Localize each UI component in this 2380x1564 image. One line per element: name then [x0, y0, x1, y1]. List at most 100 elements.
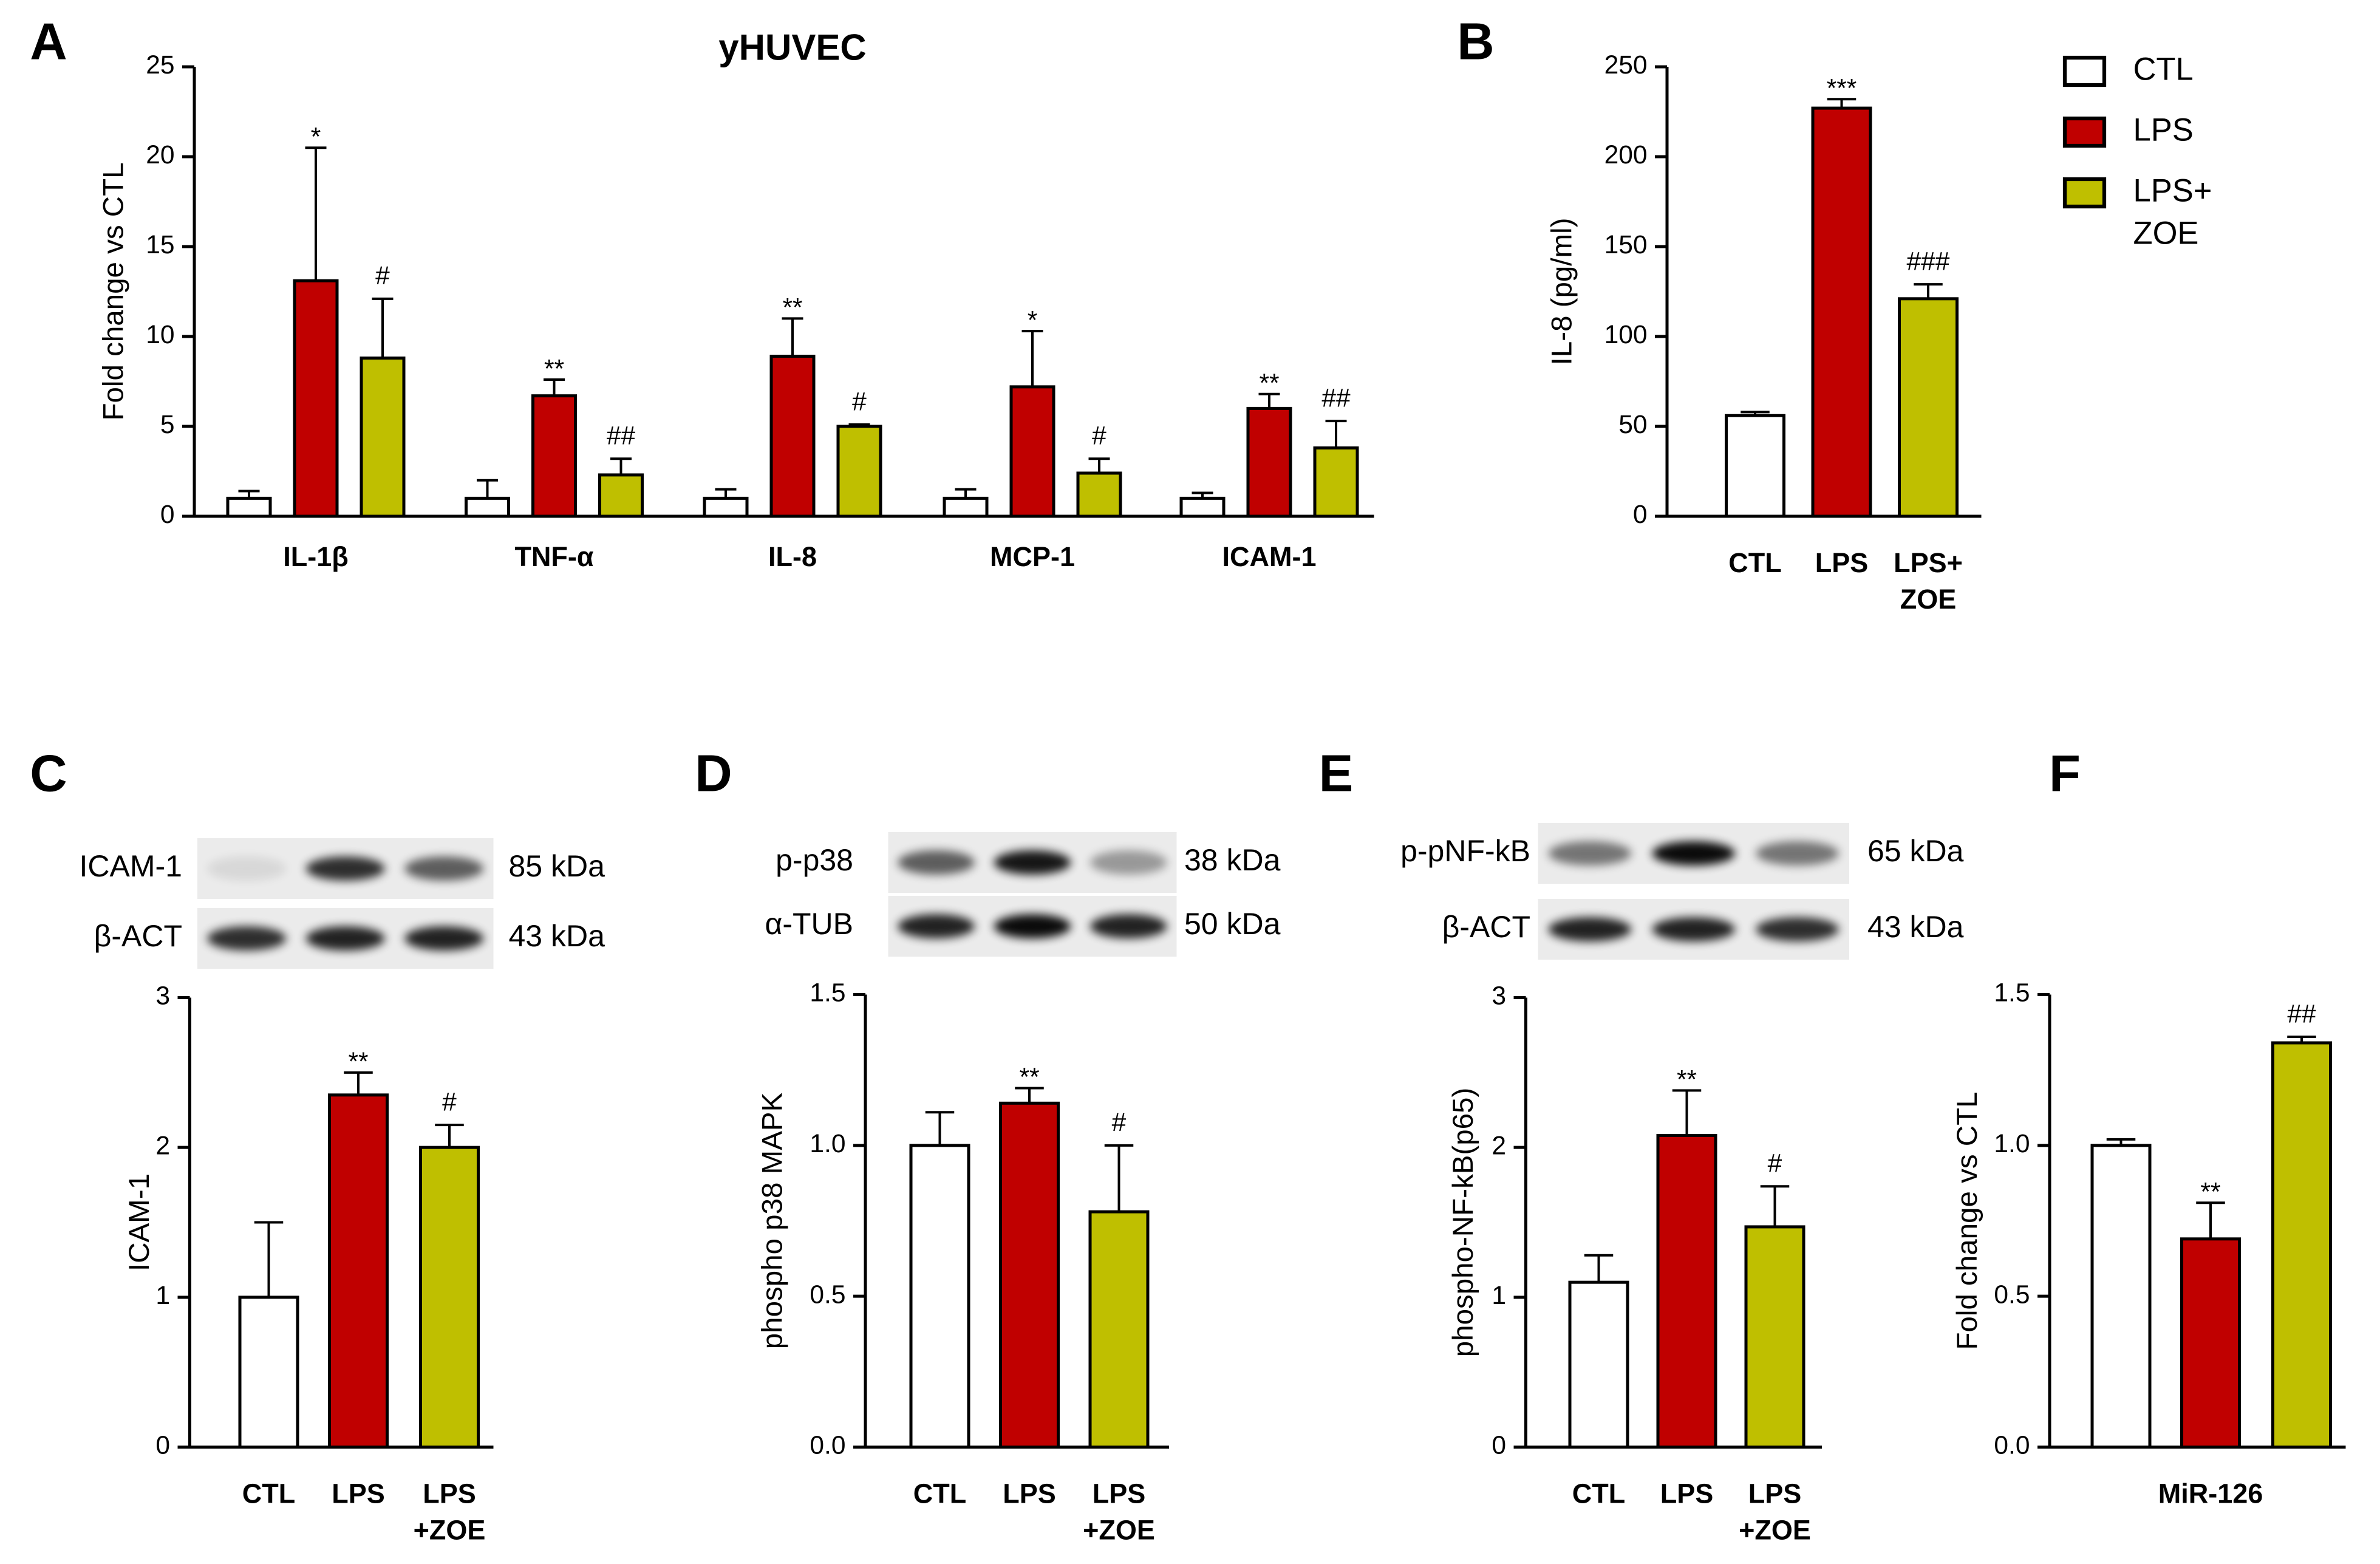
bar	[1898, 297, 1959, 518]
significance: *	[1028, 306, 1038, 335]
panel-letter: D	[695, 745, 732, 802]
blot-size: 43 kDa	[1867, 910, 1964, 944]
y-tick-label: 50	[1618, 411, 1647, 439]
x-tick-label: CTL	[1572, 1478, 1625, 1509]
panel-letter: C	[30, 745, 67, 802]
panel-letter: A	[30, 13, 67, 70]
y-tick-label: 1.5	[1994, 979, 2030, 1008]
significance: **	[782, 294, 802, 323]
bar	[360, 357, 406, 518]
significance: ***	[1827, 75, 1857, 103]
error-bar	[1088, 457, 1110, 473]
x-tick-label: LPS+ZOE	[414, 1478, 486, 1545]
significance: *	[311, 123, 321, 151]
y-tick-label: 0	[160, 500, 175, 529]
error-bar	[1104, 1144, 1134, 1212]
y-tick-label: 0	[1492, 1432, 1506, 1460]
blot-band	[207, 926, 287, 951]
significance: **	[544, 355, 564, 383]
blot-band	[404, 856, 484, 881]
error-bar	[372, 297, 394, 358]
y-tick-label: 0.0	[1994, 1432, 2030, 1460]
legend-label: LPS	[2133, 112, 2194, 148]
y-tick-label: 2	[155, 1132, 170, 1160]
blot-band	[1090, 850, 1167, 875]
significance: **	[348, 1048, 368, 1076]
legend-label: LPS+ ZOE	[2133, 172, 2212, 251]
error-bar	[1672, 1089, 1702, 1136]
blot-band	[207, 856, 287, 881]
y-tick-label: 1.0	[1994, 1130, 2030, 1158]
bar	[769, 355, 816, 518]
blot-band	[305, 856, 385, 881]
bar	[1811, 106, 1872, 518]
legend-label: CTL	[2133, 51, 2194, 87]
y-axis-label: Fold change vs CTL	[1951, 1091, 1983, 1350]
bar	[1088, 1210, 1150, 1449]
panel-letter: E	[1319, 745, 1354, 802]
x-tick-label: LPS	[1815, 547, 1869, 578]
significance: ##	[1321, 384, 1351, 412]
bar	[598, 473, 644, 518]
bar	[1656, 1133, 1717, 1449]
blot-band	[1652, 841, 1736, 866]
bar	[909, 1144, 970, 1449]
significance: #	[442, 1088, 457, 1116]
error-bar	[2287, 1036, 2316, 1043]
bar	[943, 496, 989, 518]
error-bar	[1760, 1185, 1790, 1227]
bar	[1725, 414, 1786, 518]
blot-band	[1756, 917, 1839, 941]
y-tick-label: 1	[155, 1282, 170, 1310]
legend-swatch	[2062, 116, 2107, 148]
x-tick-label: ICAM-1	[1222, 541, 1317, 572]
error-bar	[925, 1111, 955, 1146]
panel-letter: B	[1457, 13, 1494, 70]
significance: ##	[2287, 1000, 2316, 1028]
error-bar	[435, 1124, 464, 1148]
y-axis-label: phospho p38 MAPK	[757, 1092, 789, 1349]
y-axis-label: Fold change vs CTL	[98, 162, 130, 420]
error-bar	[544, 378, 565, 396]
chart-title: yHUVEC	[718, 27, 866, 67]
blot-band	[404, 926, 484, 951]
y-tick-label: 2	[1492, 1132, 1506, 1160]
error-bar	[305, 146, 327, 281]
error-bar	[238, 490, 260, 499]
x-tick-label: LPS+ZOE	[1083, 1478, 1155, 1545]
legend-swatch	[2062, 177, 2107, 209]
bar	[1744, 1225, 1805, 1449]
y-axis-label: ICAM-1	[123, 1173, 155, 1271]
y-axis-label: phospho-NF-kB(p65)	[1447, 1088, 1479, 1357]
significance: #	[1112, 1108, 1127, 1137]
blot-band	[994, 850, 1071, 875]
bar	[836, 425, 882, 518]
bar	[293, 279, 339, 518]
y-tick-label: 3	[1492, 982, 1506, 1011]
error-bar	[1325, 420, 1347, 448]
y-tick-label: 0	[1633, 500, 1648, 529]
x-tick-label: TNF-α	[514, 541, 593, 572]
y-tick-label: 10	[146, 321, 174, 349]
bar	[999, 1101, 1060, 1449]
blot-size: 38 kDa	[1184, 843, 1281, 877]
blot-band	[1756, 841, 1839, 866]
x-tick-label: MCP-1	[990, 541, 1075, 572]
blot-protein: β-ACT	[1442, 910, 1530, 944]
error-bar	[2196, 1201, 2225, 1239]
significance: #	[1092, 422, 1106, 451]
blot-size: 65 kDa	[1867, 834, 1964, 868]
significance: #	[852, 388, 867, 416]
significance: ###	[1907, 247, 1950, 276]
x-tick-label: LPS+ZOE	[1894, 547, 1963, 615]
blot-size: 43 kDa	[509, 919, 605, 953]
blot-band	[1090, 914, 1167, 938]
error-bar	[1015, 1087, 1044, 1104]
error-bar	[254, 1221, 284, 1297]
blot-band	[898, 850, 975, 875]
significance: **	[1677, 1066, 1697, 1094]
bar	[1568, 1280, 1629, 1449]
error-bar	[848, 423, 870, 426]
error-bar	[1914, 283, 1943, 299]
